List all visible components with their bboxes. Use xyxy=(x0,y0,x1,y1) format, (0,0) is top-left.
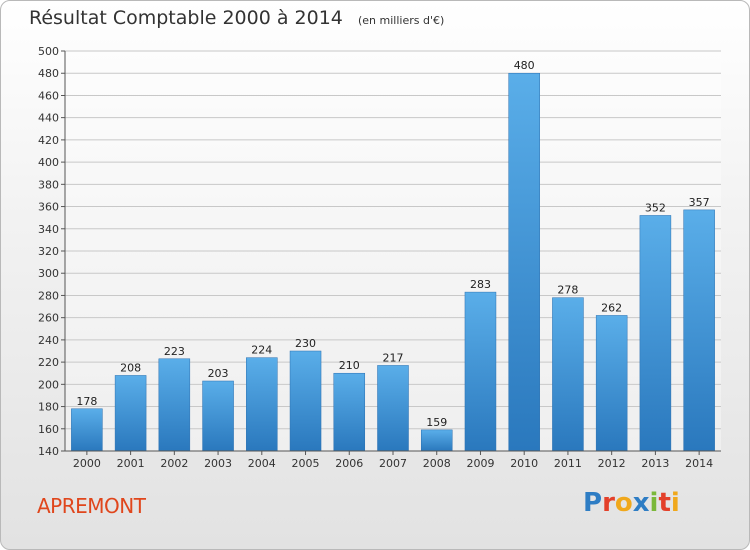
bar xyxy=(114,375,147,452)
logo-letter: t xyxy=(658,488,671,518)
data-label: 178 xyxy=(76,395,97,408)
x-tick-label: 2004 xyxy=(248,457,276,470)
bar xyxy=(71,408,103,452)
y-tick-label: 460 xyxy=(38,89,59,102)
chart-subtitle: (en milliers d'€) xyxy=(357,14,445,27)
bar xyxy=(246,357,278,452)
bar xyxy=(420,429,453,452)
y-tick-label: 420 xyxy=(38,134,59,147)
proxiti-logo: Proxiti xyxy=(583,488,680,518)
data-label: 159 xyxy=(426,416,447,429)
y-tick-label: 480 xyxy=(38,67,59,80)
y-tick-label: 380 xyxy=(38,178,59,191)
logo-letter: P xyxy=(583,488,603,518)
x-tick-label: 2006 xyxy=(335,457,363,470)
bar xyxy=(289,350,322,452)
y-tick-label: 200 xyxy=(38,378,59,391)
x-tick-label: 2009 xyxy=(466,457,494,470)
x-tick-label: 2010 xyxy=(510,457,538,470)
bar xyxy=(158,358,191,452)
logo-letter: i xyxy=(649,488,659,518)
data-label: 480 xyxy=(514,59,535,72)
bar xyxy=(202,380,234,452)
logo-letter: i xyxy=(670,488,680,518)
y-tick-label: 180 xyxy=(38,401,59,414)
x-tick-label: 2014 xyxy=(685,457,713,470)
data-label: 262 xyxy=(601,301,622,314)
y-tick-label: 160 xyxy=(38,423,59,436)
x-tick-label: 2001 xyxy=(117,457,145,470)
bar xyxy=(377,365,409,452)
data-label: 357 xyxy=(689,196,710,209)
logo-letter: x xyxy=(632,488,650,518)
y-tick-label: 280 xyxy=(38,289,59,302)
bar xyxy=(595,315,628,452)
y-tick-label: 140 xyxy=(38,445,59,458)
logo-letter: r xyxy=(602,488,615,518)
bar xyxy=(683,209,715,452)
x-tick-label: 2003 xyxy=(204,457,232,470)
x-tick-label: 2000 xyxy=(73,457,101,470)
y-tick-label: 220 xyxy=(38,356,59,369)
data-label: 210 xyxy=(339,359,360,372)
y-tick-label: 340 xyxy=(38,223,59,236)
bar xyxy=(639,215,672,452)
x-tick-label: 2013 xyxy=(641,457,669,470)
x-tick-label: 2005 xyxy=(292,457,320,470)
y-tick-label: 300 xyxy=(38,267,59,280)
y-tick-label: 320 xyxy=(38,245,59,258)
chart-title: Résultat Comptable 2000 à 2014 xyxy=(29,7,343,29)
data-label: 278 xyxy=(557,284,578,297)
data-label: 203 xyxy=(208,367,229,380)
town-name: APREMONT xyxy=(37,494,146,518)
x-tick-label: 2007 xyxy=(379,457,407,470)
x-axis: 2000 2001 2002 2003 2004 2005 2006 2007 2008 2009… xyxy=(65,450,721,470)
y-tick-label: 240 xyxy=(38,334,59,347)
logo-letter: o xyxy=(614,488,633,518)
chart-title-block: Résultat Comptable 2000 à 2014 (en milli… xyxy=(29,7,444,29)
data-label: 283 xyxy=(470,278,491,291)
x-tick-label: 2012 xyxy=(598,457,626,470)
data-label: 224 xyxy=(251,344,272,357)
y-tick-label: 500 xyxy=(38,45,59,58)
x-tick-label: 2011 xyxy=(554,457,582,470)
y-axis: 140 160 180 200 220 240 260 280 300 320 340 360 380 4… xyxy=(38,45,66,458)
y-tick-label: 260 xyxy=(38,312,59,325)
x-tick-label: 2002 xyxy=(160,457,188,470)
data-label: 217 xyxy=(383,351,404,364)
bars: 178 208 223 203 224 230 210 217 159 283 480 278 262 3… xyxy=(71,59,715,452)
data-label: 208 xyxy=(120,361,141,374)
bar xyxy=(464,291,497,452)
x-tick-label: 2008 xyxy=(423,457,451,470)
y-tick-label: 360 xyxy=(38,201,59,214)
y-tick-label: 440 xyxy=(38,112,59,125)
bar xyxy=(333,372,366,452)
data-label: 223 xyxy=(164,345,185,358)
data-label: 352 xyxy=(645,201,666,214)
bar xyxy=(552,297,584,452)
y-tick-label: 400 xyxy=(38,156,59,169)
data-label: 230 xyxy=(295,337,316,350)
bar xyxy=(508,72,540,452)
